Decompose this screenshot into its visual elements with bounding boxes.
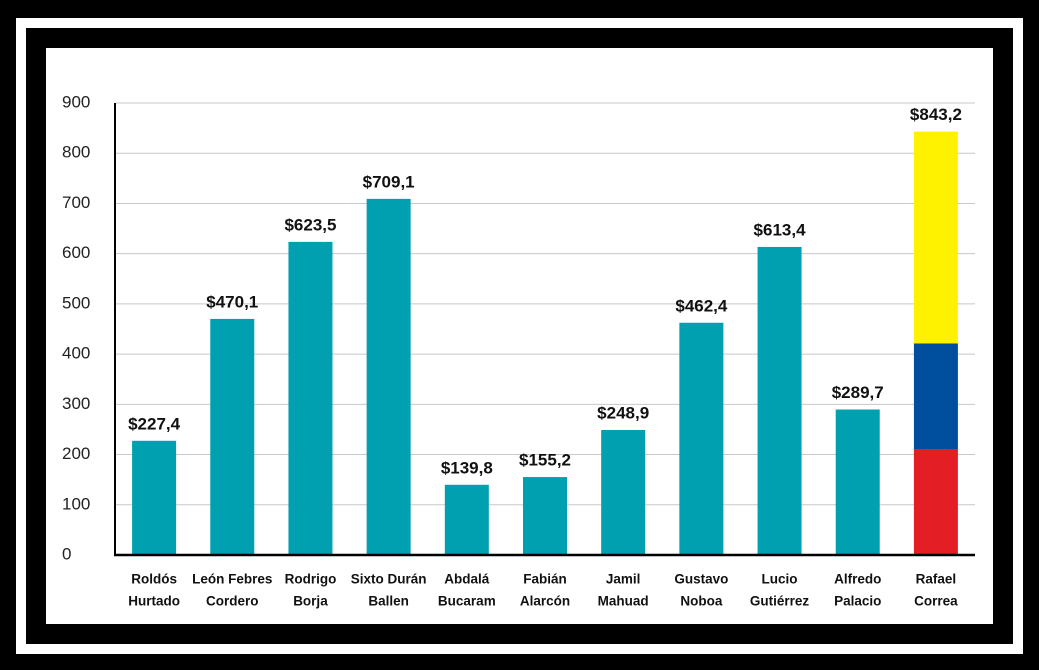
x-tick-label: Correa <box>914 594 958 609</box>
value-label: $623,5 <box>284 215 336 234</box>
bar <box>679 322 724 555</box>
x-tick-label: Gutiérrez <box>750 594 810 609</box>
y-tick-label: 600 <box>62 243 90 262</box>
x-tick-label: Hurtado <box>128 594 180 609</box>
plot: 0 100 200 300 400 500 600 700 800 900 $227,4 Roldós… <box>62 92 975 609</box>
x-tick-label: Abdalá <box>444 572 490 587</box>
x-tick-label: Borja <box>293 594 328 609</box>
y-tick-label: 700 <box>62 193 90 212</box>
bar <box>913 131 958 555</box>
value-label: $155,2 <box>519 451 571 470</box>
x-tick-label: Lucio <box>762 572 798 587</box>
y-tick-label: 800 <box>62 143 90 162</box>
bar <box>366 198 411 556</box>
x-tick-label: Gustavo <box>674 572 728 587</box>
x-tick-label: Alarcón <box>520 594 570 609</box>
value-label: $227,4 <box>128 414 181 433</box>
bar <box>210 318 255 555</box>
y-tick-label: 400 <box>62 344 90 363</box>
bar <box>523 477 567 555</box>
x-tick-label: Mahuad <box>598 594 649 609</box>
y-tick-label: 100 <box>62 494 90 513</box>
x-tick-label: Alfredo <box>834 572 881 587</box>
y-tick-label: 0 <box>62 544 71 563</box>
value-label: $289,7 <box>832 383 884 402</box>
y-tick-label: 900 <box>62 92 90 111</box>
x-tick-label: Noboa <box>680 594 722 609</box>
bar <box>132 440 177 555</box>
panel <box>46 48 993 624</box>
x-tick-label: Palacio <box>834 594 881 609</box>
y-tick-label: 200 <box>62 444 90 463</box>
x-tick-label: Sixto Durán <box>351 572 427 587</box>
value-label: $462,4 <box>675 296 728 315</box>
bar <box>757 246 802 555</box>
x-tick-label: Jamil <box>606 572 641 587</box>
y-tick-label: 300 <box>62 394 90 413</box>
x-tick-label: Fabián <box>523 572 567 587</box>
bar <box>444 484 489 555</box>
bar <box>601 429 646 555</box>
value-label: $139,8 <box>441 458 493 477</box>
value-label: $843,2 <box>910 105 962 124</box>
x-tick-label: Ballen <box>368 594 409 609</box>
value-label: $709,1 <box>363 172 415 191</box>
bar <box>288 241 333 555</box>
x-tick-label: Roldós <box>131 572 177 587</box>
y-tick-label: 500 <box>62 293 90 312</box>
x-tick-label: Rafael <box>916 572 957 587</box>
x-tick-label: León Febres <box>192 572 272 587</box>
bar <box>835 409 880 555</box>
value-label: $248,9 <box>597 403 649 422</box>
x-tick-label: Cordero <box>206 594 259 609</box>
value-label: $613,4 <box>754 220 807 239</box>
x-tick-label: Rodrigo <box>285 572 337 587</box>
x-tick-label: Bucaram <box>438 594 496 609</box>
value-label: $470,1 <box>206 292 258 311</box>
